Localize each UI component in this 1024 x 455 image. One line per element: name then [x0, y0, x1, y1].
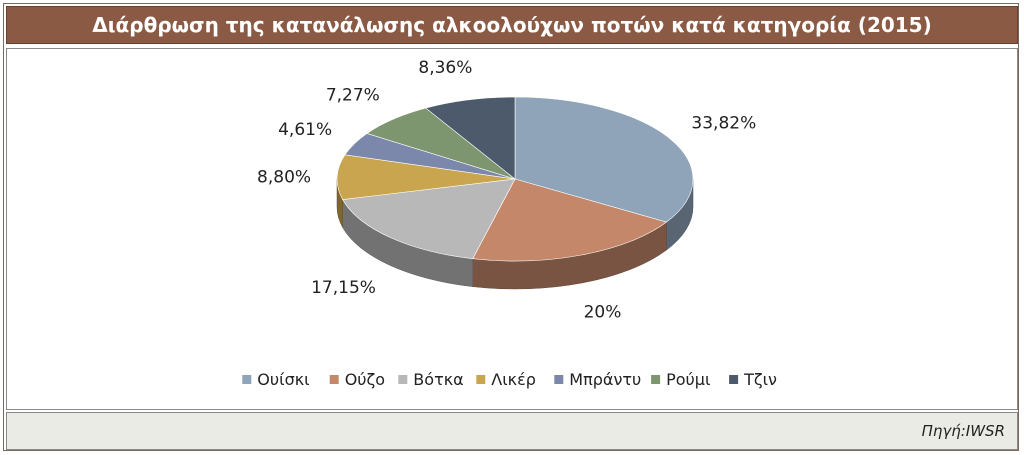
pie-chart: 33,82% 20% 17,15% 8,80% 4,61% 7,27% 8,36% Ουίσ…	[242, 58, 777, 389]
chart-area: 33,82% 20% 17,15% 8,80% 4,61% 7,27% 8,36% Ουίσ…	[6, 48, 1018, 410]
data-label-1: 20%	[584, 303, 622, 323]
pie-slice-2	[342, 178, 516, 259]
data-label-6: 8,36%	[418, 58, 472, 78]
data-label-4: 4,61%	[278, 120, 332, 140]
legend-swatch-2	[398, 375, 408, 384]
data-label-2: 17,15%	[311, 278, 376, 298]
legend-label-6: Τζιν	[743, 370, 777, 389]
legend-label-4: Μπράντυ	[569, 370, 641, 389]
source-note: Πηγή:IWSR	[6, 412, 1018, 450]
data-label-5: 7,27%	[326, 85, 380, 105]
pie-slice-6	[425, 96, 516, 180]
legend-label-2: Βότκα	[413, 370, 463, 389]
legend-label-3: Λικέρ	[491, 370, 536, 389]
legend-label-0: Ουίσκι	[257, 370, 309, 389]
data-label-0: 33,82%	[691, 114, 756, 134]
legend-swatch-0	[242, 375, 252, 384]
legend-swatch-1	[329, 375, 339, 384]
legend-label-1: Ούζο	[345, 370, 385, 389]
legend-swatch-4	[554, 375, 564, 384]
legend-label-5: Ρούμι	[666, 370, 710, 389]
pie-slice-0	[514, 96, 694, 223]
legend-swatch-3	[476, 375, 486, 384]
legend-swatch-5	[651, 375, 661, 384]
data-label-3: 8,80%	[257, 167, 311, 187]
pie-slice-3	[336, 154, 516, 200]
pie-slice-1	[472, 178, 668, 262]
chart-title: Διάρθρωση της κατανάλωσης αλκοολούχων πο…	[6, 6, 1018, 44]
legend-swatch-6	[729, 375, 739, 384]
